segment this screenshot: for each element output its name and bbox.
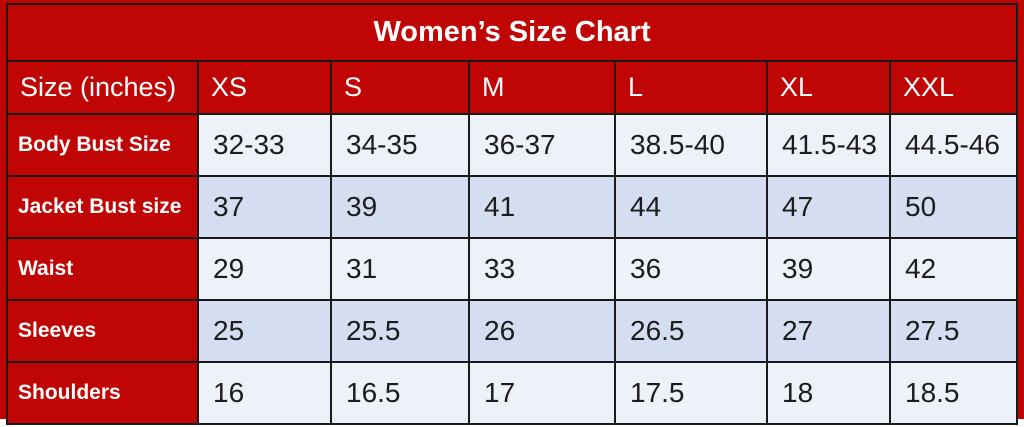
row-label: Jacket Bust size xyxy=(6,175,199,239)
table-cell: 39 xyxy=(330,175,470,239)
column-header-xxl: XXL xyxy=(888,60,1019,115)
table-cell: 36 xyxy=(614,237,768,301)
table-cell: 16 xyxy=(197,361,332,425)
table-cell: 41.5-43 xyxy=(766,113,891,177)
table-cell: 37 xyxy=(197,175,332,239)
table-cell: 26.5 xyxy=(614,299,768,363)
table-cell: 50 xyxy=(888,175,1019,239)
table-row-sleeves: Sleeves 25 25.5 26 26.5 27 27.5 xyxy=(6,299,1019,363)
column-header-size-inches: Size (inches) xyxy=(6,60,199,115)
table-cell: 36-37 xyxy=(468,113,616,177)
table-cell: 16.5 xyxy=(330,361,470,425)
table-cell: 18.5 xyxy=(888,361,1019,425)
table-cell: 17 xyxy=(468,361,616,425)
table-cell: 26 xyxy=(468,299,616,363)
table-cell: 38.5-40 xyxy=(614,113,768,177)
header-row: Size (inches) XS S M L XL XXL xyxy=(6,60,1019,115)
table-cell: 25.5 xyxy=(330,299,470,363)
row-label: Body Bust Size xyxy=(6,113,199,177)
table-cell: 32-33 xyxy=(197,113,332,177)
column-header-l: L xyxy=(614,60,768,115)
column-header-m: M xyxy=(468,60,616,115)
table-cell: 34-35 xyxy=(330,113,470,177)
row-label: Shoulders xyxy=(6,361,199,425)
table-row-waist: Waist 29 31 33 36 39 42 xyxy=(6,237,1019,301)
title-row: Women’s Size Chart xyxy=(5,3,1019,62)
table-cell: 41 xyxy=(468,175,616,239)
table-cell: 42 xyxy=(888,237,1019,301)
table-row-body-bust-size: Body Bust Size 32-33 34-35 36-37 38.5-40… xyxy=(6,113,1019,177)
table-row-jacket-bust-size: Jacket Bust size 37 39 41 44 47 50 xyxy=(6,175,1019,239)
table-cell: 25 xyxy=(197,299,332,363)
table-cell: 39 xyxy=(766,237,891,301)
table-cell: 17.5 xyxy=(614,361,768,425)
table-cell: 44 xyxy=(614,175,768,239)
table-row-shoulders: Shoulders 16 16.5 17 17.5 18 18.5 xyxy=(6,361,1019,425)
column-header-xs: XS xyxy=(197,60,332,115)
row-label: Waist xyxy=(6,237,199,301)
table-cell: 44.5-46 xyxy=(888,113,1019,177)
column-header-xl: XL xyxy=(766,60,891,115)
table-cell: 29 xyxy=(197,237,332,301)
column-header-s: S xyxy=(330,60,470,115)
table-cell: 27 xyxy=(766,299,891,363)
table-cell: 33 xyxy=(468,237,616,301)
size-chart-table: Women’s Size Chart Size (inches) XS S M … xyxy=(5,3,1019,425)
table-cell: 18 xyxy=(766,361,891,425)
row-label: Sleeves xyxy=(6,299,199,363)
table-cell: 47 xyxy=(766,175,891,239)
table-cell: 31 xyxy=(330,237,470,301)
page-title: Women’s Size Chart xyxy=(5,3,1019,62)
table-cell: 27.5 xyxy=(888,299,1019,363)
